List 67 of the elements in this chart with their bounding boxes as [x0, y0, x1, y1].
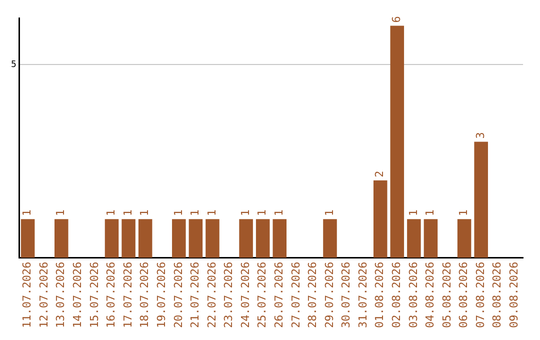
data-label: 3: [474, 132, 487, 139]
bar: [474, 142, 488, 258]
bar: [239, 219, 253, 258]
data-label: 1: [322, 209, 336, 216]
data-label: 1: [20, 209, 34, 216]
bar: [104, 219, 119, 258]
data-label: 1: [238, 209, 252, 216]
bar: [424, 219, 438, 258]
y-tick-label: 5: [10, 60, 16, 70]
bar: [206, 219, 220, 258]
x-tick-label: 26.07.2026: [272, 262, 286, 328]
x-tick-label: 01.08.2026: [373, 262, 386, 328]
data-label: 1: [406, 209, 420, 216]
data-label: 1: [256, 209, 269, 216]
bar: [272, 219, 287, 258]
data-label: 1: [205, 209, 218, 216]
data-label: 1: [104, 209, 118, 216]
bar: [172, 219, 186, 258]
x-tick-label: 19.07.2026: [154, 262, 168, 328]
data-label: 1: [188, 209, 202, 216]
data-label: 1: [172, 209, 185, 216]
x-tick-label: 22.07.2026: [205, 262, 218, 328]
bar: [390, 26, 404, 258]
x-tick-label: 29.07.2026: [322, 262, 336, 328]
x-tick-label: 05.08.2026: [440, 262, 454, 328]
x-tick-label: 07.08.2026: [474, 262, 487, 328]
x-tick-label: 16.07.2026: [104, 262, 118, 328]
x-tick-label: 18.07.2026: [138, 262, 152, 328]
bar: [457, 219, 472, 258]
x-tick-label: 06.08.2026: [457, 262, 470, 328]
data-label: 1: [272, 209, 286, 216]
x-tick-label: 31.07.2026: [356, 262, 370, 328]
data-label: 6: [390, 16, 404, 23]
x-tick-label: 09.08.2026: [508, 262, 521, 328]
bar: [407, 219, 421, 258]
x-tick-label: 30.07.2026: [340, 262, 353, 328]
x-tick-label: 12.07.2026: [37, 262, 50, 328]
x-tick-label: 13.07.2026: [54, 262, 68, 328]
data-label: 1: [138, 209, 152, 216]
x-tick-label: 23.07.2026: [222, 262, 236, 328]
x-tick-label: 24.07.2026: [238, 262, 252, 328]
x-tick-label: 14.07.2026: [71, 262, 84, 328]
bar: [20, 219, 35, 258]
data-label: 2: [373, 170, 386, 178]
x-tick-label: 27.07.2026: [289, 262, 302, 328]
x-tick-label: 21.07.2026: [188, 262, 202, 328]
bar: [256, 219, 270, 258]
x-tick-label: 20.07.2026: [172, 262, 185, 328]
x-tick-label: 25.07.2026: [256, 262, 269, 328]
x-tick-label: 15.07.2026: [88, 262, 101, 328]
x-tick-label: 08.08.2026: [490, 262, 504, 328]
bar: [138, 219, 152, 258]
bar: [54, 219, 68, 258]
x-tick-label: 11.07.2026: [20, 262, 34, 328]
x-tick-label: 04.08.2026: [424, 262, 437, 328]
x-tick-label: 02.08.2026: [390, 262, 404, 328]
x-tick-label: 03.08.2026: [406, 262, 420, 328]
bar: [323, 219, 337, 258]
data-label: 1: [54, 209, 68, 216]
bar: [188, 219, 203, 258]
bar: [373, 180, 388, 258]
data-label: 1: [121, 209, 134, 216]
x-tick-label: 17.07.2026: [121, 262, 134, 328]
data-label: 1: [457, 209, 470, 216]
data-label: 1: [424, 209, 437, 216]
x-tick-label: 28.07.2026: [306, 262, 320, 328]
bar: [122, 219, 136, 258]
